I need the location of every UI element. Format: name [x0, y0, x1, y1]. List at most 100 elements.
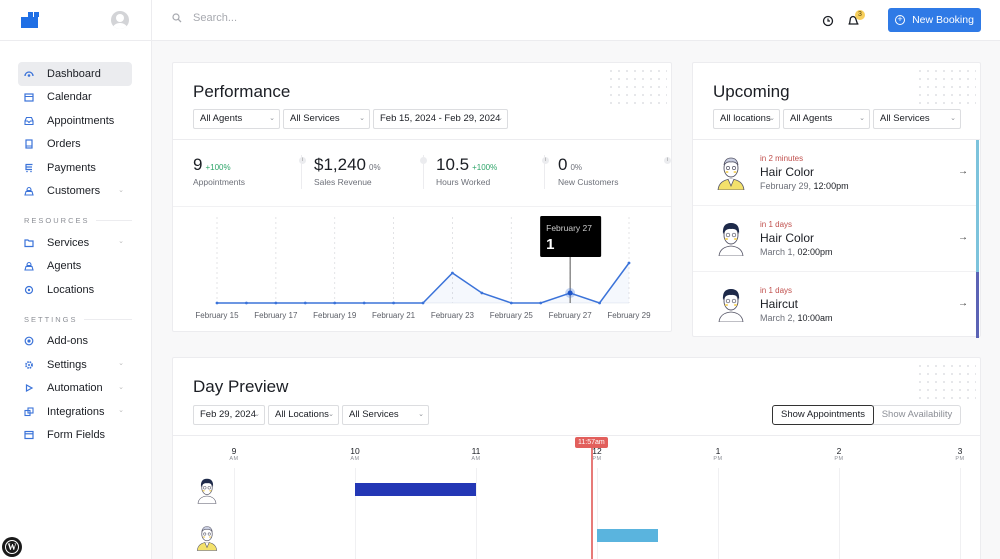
avatar-young-agent [197, 478, 217, 504]
user-avatar[interactable] [111, 11, 129, 29]
user-icon [24, 261, 34, 271]
date-filter-value: Feb 29, 2024 [200, 409, 256, 420]
sidebar-item-calendar[interactable]: Calendar [18, 86, 132, 110]
sidebar-item-automation[interactable]: Automation ⌄ [18, 377, 132, 401]
agents-filter[interactable]: All Agents ⌄ [193, 109, 280, 129]
appointment-datetime: February 29, 12:00pm [760, 181, 849, 191]
info-icon[interactable]: i [664, 157, 671, 164]
stat-change: +100% [472, 163, 498, 172]
show-appointments-toggle[interactable]: Show Appointments [772, 405, 874, 425]
new-booking-button[interactable]: + New Booking [888, 8, 981, 32]
chevron-down-icon: ⌄ [359, 115, 365, 122]
appointment-date: February 29 [760, 181, 809, 191]
service-name: Hair Color [760, 231, 815, 245]
info-icon[interactable]: i [299, 157, 306, 164]
relative-time: in 2 minutes [760, 154, 804, 163]
clock-icon[interactable] [822, 14, 834, 27]
appointment-block[interactable] [597, 529, 658, 542]
new-booking-label: New Booking [912, 14, 974, 26]
chevron-down-icon[interactable]: ⌄ [118, 383, 124, 391]
upcoming-item[interactable]: in 2 minutes Hair Color February 29, 12:… [693, 140, 979, 206]
sidebar-item-dashboard[interactable]: Dashboard [18, 62, 132, 86]
services-filter[interactable]: All Services ⌄ [873, 109, 961, 129]
day-preview-card: Day Preview Feb 29, 2024 ⌄ All Locations ⌄… [172, 357, 981, 559]
chevron-down-icon[interactable]: ⌄ [118, 360, 124, 367]
agents-filter-value: All Agents [200, 113, 243, 124]
hour-label: 9 AM [229, 446, 239, 463]
divider [173, 206, 671, 207]
upcoming-item[interactable]: in 1 days Hair Color March 1, 02:00pm → [693, 206, 979, 272]
calendar-icon [24, 92, 34, 102]
hour-label: 3 PM [955, 446, 965, 463]
sidebar-item-locations[interactable]: Locations [18, 278, 132, 302]
sidebar-item-form-fields[interactable]: Form Fields [18, 424, 132, 448]
sidebar-item-services[interactable]: Services ⌄ [18, 231, 132, 255]
date-filter[interactable]: Feb 29, 2024 ⌄ [193, 405, 265, 425]
stat-change: 0% [369, 163, 381, 172]
location-icon [24, 285, 34, 295]
sidebar-item-label: Settings [47, 358, 87, 371]
service-name: Hair Color [760, 165, 815, 179]
agents-filter-value: All Agents [790, 113, 833, 124]
plus-circle-icon: + [895, 15, 906, 25]
locations-filter[interactable]: All Locations ⌄ [268, 405, 339, 425]
sidebar-item-orders[interactable]: Orders [18, 133, 132, 157]
stat-change: +100% [205, 163, 231, 172]
show-availability-toggle[interactable]: Show Availability [873, 405, 961, 425]
appointment-date: March 2 [760, 313, 793, 323]
stat-label: Appointments [193, 177, 245, 187]
section-label-resources: RESOURCES [24, 216, 132, 225]
stat-value: 9 [193, 155, 203, 174]
sidebar-item-label: Form Fields [47, 429, 106, 442]
chevron-down-icon[interactable]: ⌄ [118, 238, 124, 245]
day-preview-title: Day Preview [193, 377, 289, 396]
chevron-down-icon: ⌄ [418, 411, 424, 418]
arrow-right-icon[interactable]: → [958, 166, 968, 177]
gear-icon [24, 360, 34, 370]
sidebar-item-agents[interactable]: Agents [18, 255, 132, 279]
folder-icon [24, 238, 34, 248]
hour-label: 1 PM [713, 446, 723, 463]
upcoming-item[interactable]: in 1 days Haircut March 2, 10:00am → [693, 272, 979, 338]
chevron-down-icon[interactable]: ⌄ [118, 186, 124, 194]
upcoming-card: Upcoming All locations ⌄ All Agents ⌄ All … [692, 62, 981, 338]
addon-icon [24, 336, 34, 346]
sidebar-item-settings[interactable]: Settings ⌄ [18, 353, 132, 377]
services-filter[interactable]: All Services ⌄ [342, 405, 429, 425]
svg-text:1: 1 [546, 236, 554, 253]
search-icon [172, 13, 182, 23]
chevron-down-icon[interactable]: ⌄ [118, 407, 124, 414]
current-time-line [591, 442, 593, 559]
chevron-down-icon: ⌄ [859, 115, 865, 122]
agents-filter[interactable]: All Agents ⌄ [783, 109, 870, 129]
performance-card: Performance All Agents ⌄ All Services ⌄ Fe… [172, 62, 672, 332]
hour-label: 11 AM [471, 446, 481, 463]
wordpress-icon[interactable]: W [2, 537, 22, 557]
hour-gridline [839, 468, 840, 559]
appointment-block[interactable] [355, 483, 476, 496]
sidebar-item-integrations[interactable]: Integrations ⌄ [18, 400, 132, 424]
status-bar [976, 206, 979, 272]
chevron-down-icon: ⌄ [254, 411, 260, 418]
services-filter[interactable]: All Services ⌄ [283, 109, 370, 129]
logo-icon[interactable] [21, 12, 39, 28]
search-bar[interactable]: Search... [172, 12, 237, 24]
appointments-line-chart[interactable]: February 15 February 17 February 19 Februar… [173, 207, 673, 332]
sidebar-item-payments[interactable]: Payments [18, 156, 132, 180]
cart-icon [24, 163, 34, 173]
arrow-right-icon[interactable]: → [958, 232, 968, 243]
date-range-filter[interactable]: Feb 15, 2024 - Feb 29, 2024 ⌄ [373, 109, 508, 129]
arrow-right-icon[interactable]: → [958, 298, 968, 309]
sidebar-item-appointments[interactable]: Appointments [18, 109, 132, 133]
sidebar-item-add-ons[interactable]: Add-ons [18, 330, 132, 354]
locations-filter[interactable]: All locations ⌄ [713, 109, 780, 129]
info-icon[interactable]: i [542, 157, 549, 164]
integrations-icon [24, 407, 34, 417]
sidebar: Dashboard Calendar Appointments Orders P… [0, 0, 152, 559]
sidebar-header [0, 0, 151, 41]
sidebar-item-customers[interactable]: Customers ⌄ [18, 180, 132, 204]
sidebar-item-label: Automation [47, 382, 103, 395]
avatar-older-agent [196, 526, 218, 551]
search-input[interactable]: Search... [193, 12, 238, 24]
